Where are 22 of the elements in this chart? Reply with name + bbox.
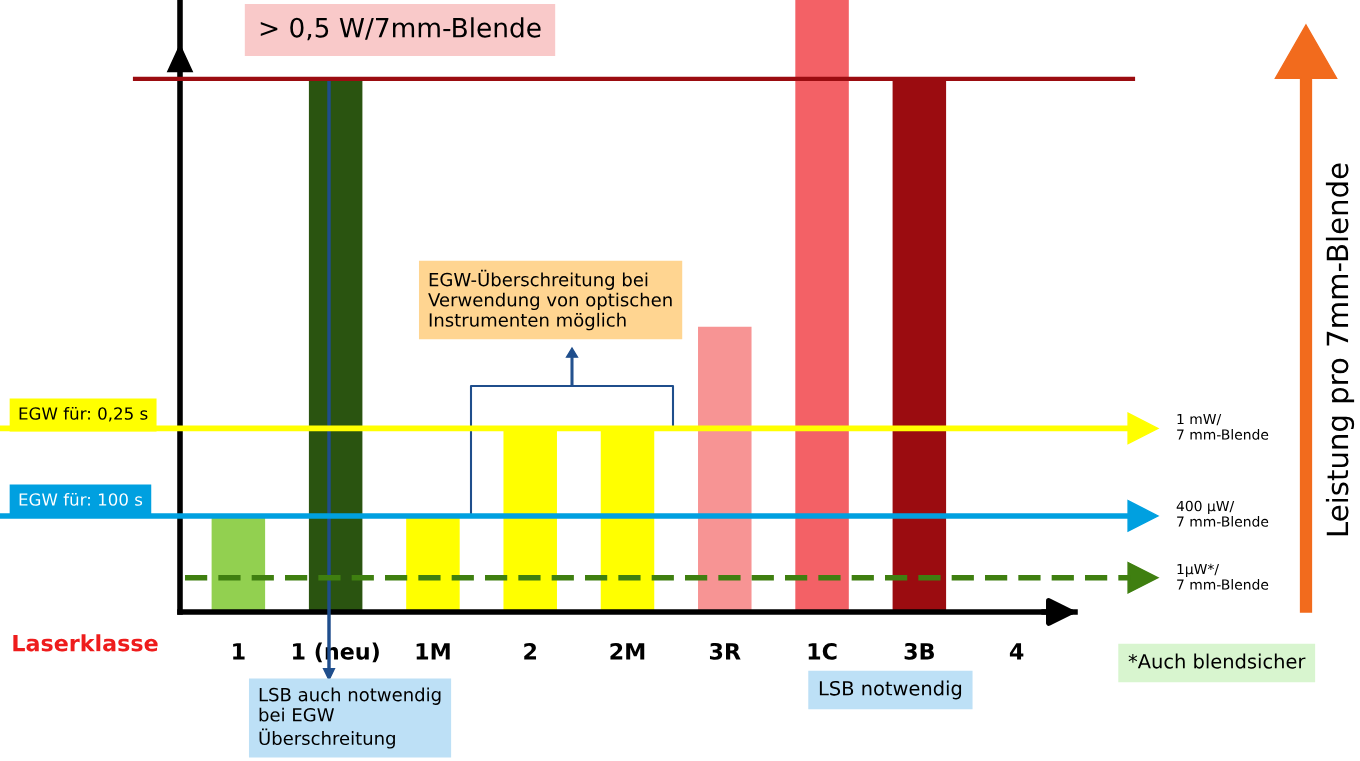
x-tick-label: 1: [233, 643, 245, 660]
bar: [698, 326, 752, 612]
text: EGW für: 0,25 s: [19, 406, 148, 422]
text: LSB auch notwendig bei EGW Überschreitung: [259, 687, 441, 749]
x-tick-label: 1C: [808, 642, 837, 660]
text: Leistung pro 7mm-Blende: [1325, 163, 1355, 536]
annotation: EGW-Überschreitung bei Verwendung von optischen Instrumenten möglich: [428, 269, 672, 331]
x-tick-label: 3B: [904, 642, 934, 660]
text: LSB notwendig: [819, 680, 962, 700]
x-tick-label: 3R: [709, 642, 741, 660]
bar: [795, 0, 849, 612]
text: EGW für: 100 s: [19, 492, 143, 506]
text: 1 mW/ 7 mm-Blende: [1177, 413, 1269, 440]
x-tick-label: 4: [1009, 643, 1024, 660]
text: 1µW*/ 7 mm-Blende: [1177, 563, 1269, 590]
x-tick-label: 1M: [416, 643, 450, 660]
x-tick-label: 2M: [610, 642, 645, 660]
x-axis-title: Laserklasse: [13, 634, 158, 652]
annotation: > 0,5 W/7mm-Blende: [260, 17, 541, 41]
x-tick-label: 2: [524, 642, 537, 660]
text: *Auch blendsicher: [1128, 653, 1306, 669]
text: 400 µW/ 7 mm-Blende: [1176, 500, 1269, 527]
